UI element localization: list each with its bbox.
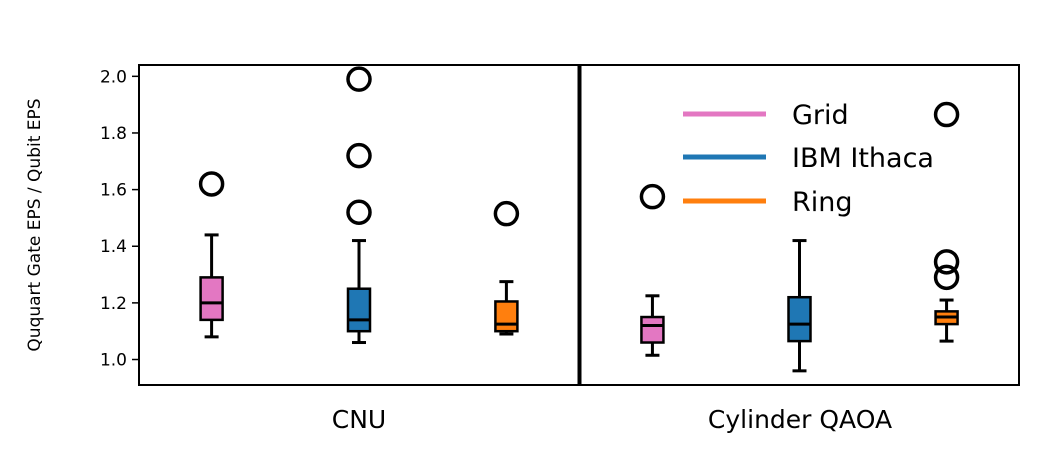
box-cylinder-qaoa-grid bbox=[639, 183, 666, 357]
box-cylinder-qaoa-ring bbox=[933, 101, 960, 343]
legend-label-ring: Ring bbox=[792, 187, 853, 218]
y-tick-label: 1.8 bbox=[100, 124, 127, 144]
y-tick-label: 1.4 bbox=[100, 237, 127, 257]
legend: Grid IBM Ithaca Ring bbox=[683, 100, 934, 218]
box-body bbox=[199, 276, 224, 322]
y-axis-label: Ququart Gate EPS / Qubit EPS bbox=[25, 98, 45, 351]
outlier-point bbox=[198, 171, 225, 197]
outlier-point bbox=[346, 199, 372, 226]
category-label-cylinder-qaoa: Cylinder QAOA bbox=[708, 405, 892, 434]
outlier-point bbox=[493, 200, 520, 227]
category-label-cnu: CNU bbox=[332, 405, 386, 434]
box-body bbox=[494, 300, 519, 333]
y-tick-label: 1.0 bbox=[100, 351, 127, 371]
box-body bbox=[640, 315, 665, 344]
y-tick-label: 1.6 bbox=[100, 181, 127, 201]
box-cnu-ring bbox=[493, 200, 520, 336]
legend-label-ibm-ithaca: IBM Ithaca bbox=[792, 143, 934, 174]
boxes bbox=[198, 66, 960, 373]
outlier-point bbox=[933, 101, 960, 128]
box-cylinder-qaoa-ibm-ithaca bbox=[787, 239, 812, 373]
box-cnu-grid bbox=[198, 171, 225, 339]
outlier-point bbox=[346, 142, 372, 169]
y-tick-label: 1.2 bbox=[100, 294, 127, 314]
box-cnu-ibm-ithaca bbox=[346, 66, 372, 345]
legend-label-grid: Grid bbox=[792, 100, 849, 131]
outlier-point bbox=[933, 264, 960, 291]
outlier-point bbox=[639, 183, 666, 210]
box-body bbox=[346, 287, 372, 333]
outlier-point bbox=[346, 66, 372, 92]
box-body bbox=[787, 295, 812, 343]
y-tick-label: 2.0 bbox=[100, 67, 127, 87]
outlier-point bbox=[933, 249, 960, 275]
y-axis-ticks: 1.0 1.2 1.4 1.6 1.8 2.0 bbox=[100, 67, 139, 371]
